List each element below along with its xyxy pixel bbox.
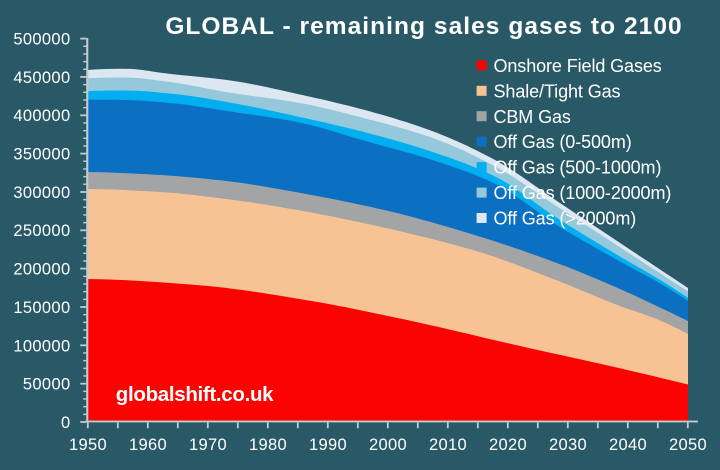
svg-text:0: 0 xyxy=(61,414,71,432)
svg-text:2030: 2030 xyxy=(549,436,587,454)
svg-text:1960: 1960 xyxy=(129,436,167,454)
svg-text:globalshift.co.uk: globalshift.co.uk xyxy=(116,383,274,406)
svg-text:50000: 50000 xyxy=(23,376,71,394)
svg-text:2010: 2010 xyxy=(429,436,467,454)
svg-text:450000: 450000 xyxy=(13,69,70,87)
svg-text:GLOBAL - remaining sales gases: GLOBAL - remaining sales gases to 2100 xyxy=(165,13,682,40)
svg-text:2000: 2000 xyxy=(369,436,407,454)
svg-text:100000: 100000 xyxy=(13,337,70,355)
svg-text:250000: 250000 xyxy=(13,222,70,240)
svg-text:1990: 1990 xyxy=(309,436,347,454)
svg-text:300000: 300000 xyxy=(13,184,70,202)
svg-text:1980: 1980 xyxy=(249,436,287,454)
svg-text:400000: 400000 xyxy=(13,107,70,125)
svg-text:Onshore Field Gases: Onshore Field Gases xyxy=(494,56,662,76)
svg-text:2040: 2040 xyxy=(609,436,647,454)
svg-text:Off Gas (500-1000m): Off Gas (500-1000m) xyxy=(494,158,662,178)
svg-text:2020: 2020 xyxy=(489,436,527,454)
svg-text:CBM Gas: CBM Gas xyxy=(494,107,571,127)
svg-text:1950: 1950 xyxy=(69,436,107,454)
svg-text:Off Gas (1000-2000m): Off Gas (1000-2000m) xyxy=(494,183,672,203)
svg-text:200000: 200000 xyxy=(13,261,70,279)
svg-text:350000: 350000 xyxy=(13,146,70,164)
svg-text:Shale/Tight Gas: Shale/Tight Gas xyxy=(494,81,621,101)
svg-text:2050: 2050 xyxy=(669,436,707,454)
svg-text:Off Gas (0-500m): Off Gas (0-500m) xyxy=(494,132,632,152)
svg-text:Off Gas (>2000m): Off Gas (>2000m) xyxy=(494,209,637,229)
svg-text:150000: 150000 xyxy=(13,299,70,317)
svg-text:1970: 1970 xyxy=(189,436,227,454)
svg-text:500000: 500000 xyxy=(13,31,70,49)
